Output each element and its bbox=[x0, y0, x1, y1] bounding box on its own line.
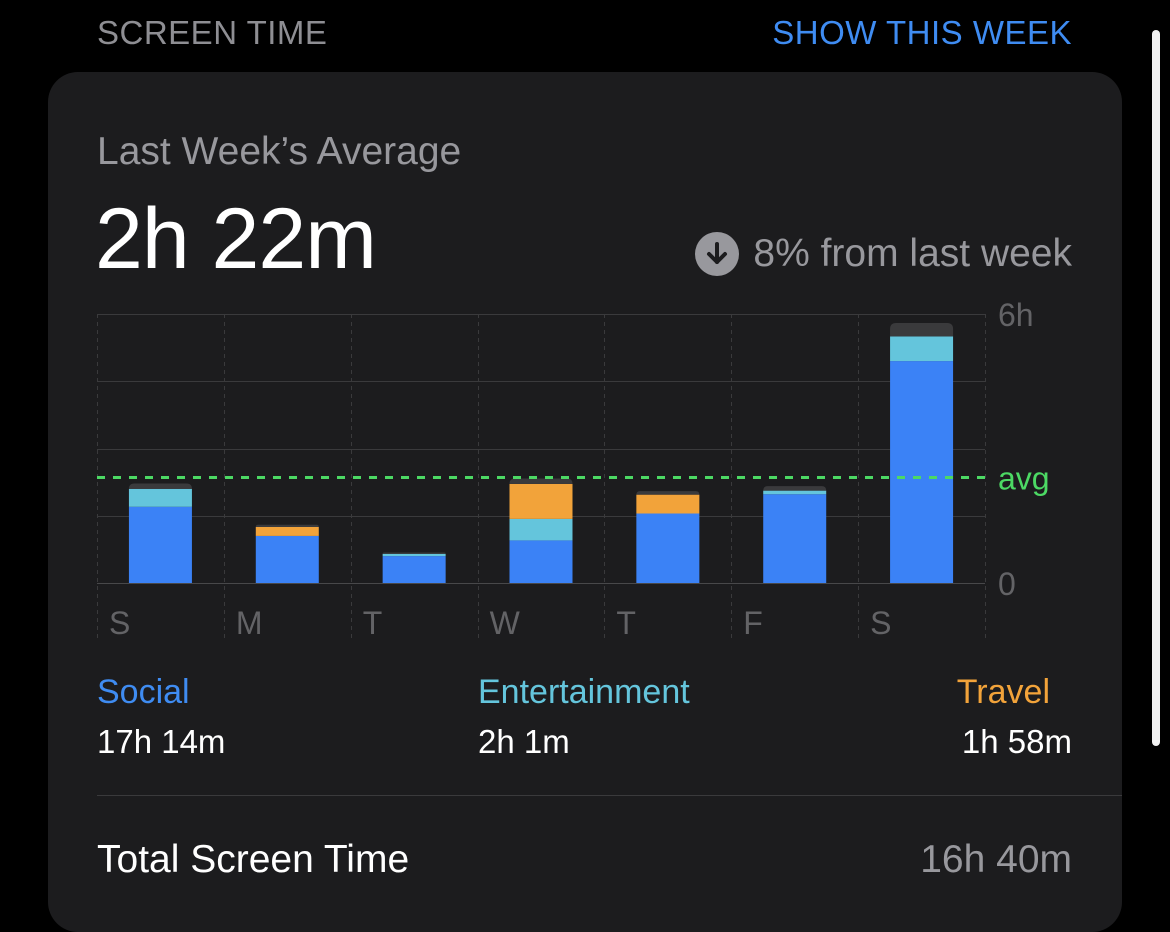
section-header: SCREEN TIME bbox=[97, 14, 328, 51]
bar-segment-travel bbox=[255, 526, 319, 536]
bar-segment-other bbox=[382, 552, 446, 554]
day-label: T bbox=[363, 605, 383, 641]
day-label: M bbox=[236, 605, 263, 641]
bar-segment-travel bbox=[509, 483, 573, 519]
y-tick-label-max: 6h bbox=[998, 297, 1034, 333]
change-text: 8% from last week bbox=[753, 232, 1072, 275]
bar-segment-entertainment bbox=[128, 488, 192, 507]
average-label: Last Week’s Average bbox=[97, 130, 462, 173]
bar-segment-entertainment bbox=[763, 490, 827, 495]
bar-segment-other bbox=[636, 491, 700, 495]
total-screen-time-value: 16h 40m bbox=[920, 838, 1072, 881]
day-label: F bbox=[743, 605, 763, 641]
show-this-week-link[interactable]: SHOW THIS WEEK bbox=[772, 14, 1072, 51]
bar-segment-other bbox=[509, 478, 573, 484]
bar-segment-social bbox=[763, 494, 827, 583]
bar-segment-other bbox=[890, 322, 954, 337]
bar-segment-other bbox=[255, 524, 319, 527]
average-label: avg bbox=[998, 461, 1050, 497]
bar-segment-entertainment bbox=[509, 518, 573, 541]
legend-social-value: 17h 14m bbox=[97, 723, 226, 760]
bar-segment-social bbox=[890, 361, 954, 583]
average-value: 2h 22m bbox=[95, 191, 377, 287]
arrow-down-circle-icon bbox=[695, 232, 740, 276]
legend-entertainment-value: 2h 1m bbox=[478, 723, 570, 760]
change-indicator: 8% from last week bbox=[695, 232, 1072, 276]
y-tick-label-zero: 0 bbox=[998, 566, 1016, 602]
bar-segment-other bbox=[128, 483, 192, 489]
bar-segment-social bbox=[382, 556, 446, 583]
bar-segment-social bbox=[509, 540, 573, 583]
legend-travel-label: Travel bbox=[956, 673, 1050, 711]
day-label: S bbox=[109, 605, 130, 641]
bar-segment-entertainment bbox=[382, 553, 446, 557]
bar-segment-social bbox=[636, 513, 700, 583]
day-label: W bbox=[490, 605, 521, 641]
bar-segment-social bbox=[128, 506, 192, 583]
bar-segment-social bbox=[255, 535, 319, 583]
legend-travel-value: 1h 58m bbox=[961, 723, 1072, 760]
bar-segment-travel bbox=[636, 494, 700, 514]
total-screen-time-label[interactable]: Total Screen Time bbox=[97, 838, 410, 881]
scrollbar[interactable] bbox=[1152, 30, 1160, 746]
legend-entertainment-label: Entertainment bbox=[478, 673, 690, 711]
legend-social-label: Social bbox=[97, 673, 190, 711]
day-label: T bbox=[616, 605, 636, 641]
bar-segment-entertainment bbox=[890, 336, 954, 362]
day-label: S bbox=[870, 605, 891, 641]
bar-segment-other bbox=[763, 486, 827, 491]
divider bbox=[97, 795, 1122, 796]
